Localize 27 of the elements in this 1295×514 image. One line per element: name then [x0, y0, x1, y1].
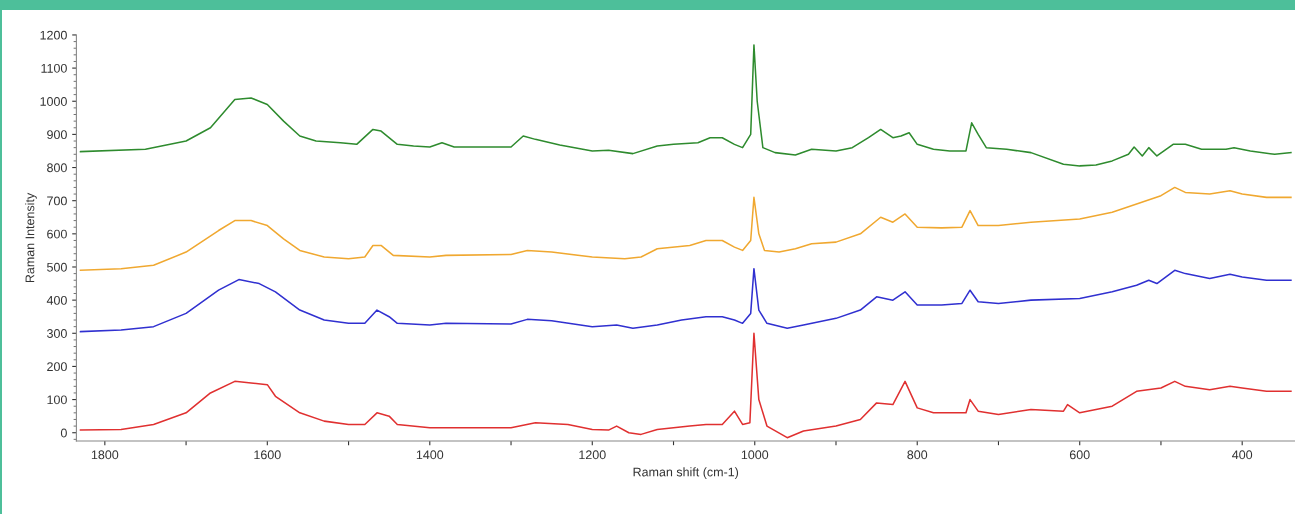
- line-series: [79, 267, 1292, 333]
- y-tick-label: 800: [47, 163, 67, 173]
- y-tick-label: 500: [47, 262, 67, 272]
- y-tick-label: 200: [47, 362, 67, 372]
- y-tick-label: 900: [47, 130, 67, 140]
- y-tick-label: 700: [47, 196, 67, 206]
- x-tick-label: 1400: [416, 450, 444, 460]
- y-tick-label: 300: [47, 329, 67, 338]
- x-tick-label: 1800: [91, 450, 119, 460]
- y-tick-label: 600: [47, 229, 67, 239]
- y-tick-label: 400: [46, 295, 67, 305]
- y-axis-title: Raman Intensity: [25, 192, 37, 283]
- y-tick-label: 100: [47, 395, 67, 405]
- y-tick-label: 1200: [40, 30, 67, 40]
- x-tick-label: 800: [907, 450, 928, 460]
- x-tick-label: 1000: [741, 450, 769, 460]
- x-tick-label: 1600: [254, 450, 281, 460]
- x-tick-label: 600: [1069, 450, 1090, 460]
- x-tick-label: 1200: [579, 450, 606, 460]
- line-series: [79, 186, 1292, 272]
- y-tick-label: 1100: [41, 63, 67, 73]
- x-tick-label: 400: [1232, 450, 1253, 460]
- line-series: [79, 44, 1292, 167]
- line-series: [79, 332, 1292, 439]
- y-tick-label: 0: [60, 428, 67, 438]
- y-tick-label: 1000: [40, 97, 67, 106]
- x-axis-title: Raman shift (cm-1): [633, 467, 739, 479]
